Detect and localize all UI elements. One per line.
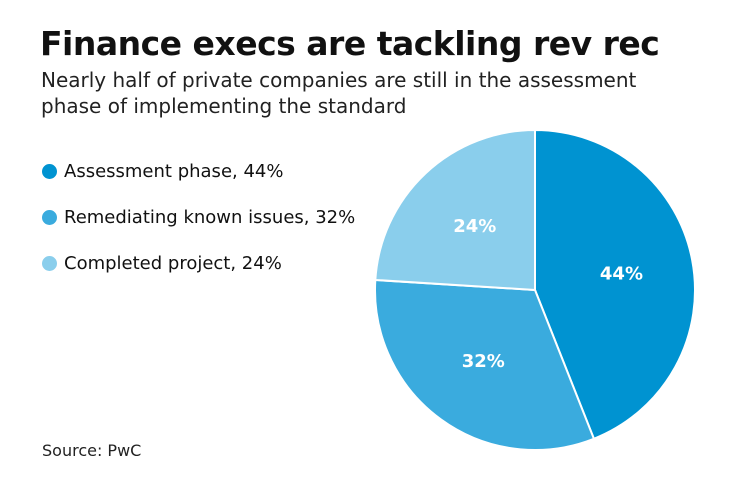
- legend-label: Completed project, 24%: [64, 252, 282, 274]
- legend-item: Completed project, 24%: [42, 240, 355, 286]
- legend-swatch: [42, 209, 57, 225]
- legend-item: Assessment phase, 44%: [42, 148, 355, 194]
- chart-subtitle: Nearly half of private companies are sti…: [41, 68, 637, 118]
- legend: Assessment phase, 44% Remediating known …: [42, 148, 355, 286]
- pie-slice: [374, 128, 536, 292]
- legend-item: Remediating known issues, 32%: [42, 194, 355, 240]
- pie-slice: [534, 128, 696, 441]
- legend-label: Assessment phase, 44%: [64, 160, 284, 182]
- legend-swatch: [42, 255, 57, 271]
- legend-label: Remediating known issues, 32%: [64, 206, 356, 228]
- source-note: Source: PwC: [42, 441, 142, 460]
- slice-data-label: 32%: [462, 351, 505, 372]
- slice-data-label: 24%: [453, 216, 496, 237]
- slice-data-label: 44%: [600, 264, 643, 285]
- chart-title: Finance execs are tackling rev rec: [40, 24, 660, 63]
- legend-swatch: [42, 163, 57, 179]
- pie-slice: [374, 278, 596, 451]
